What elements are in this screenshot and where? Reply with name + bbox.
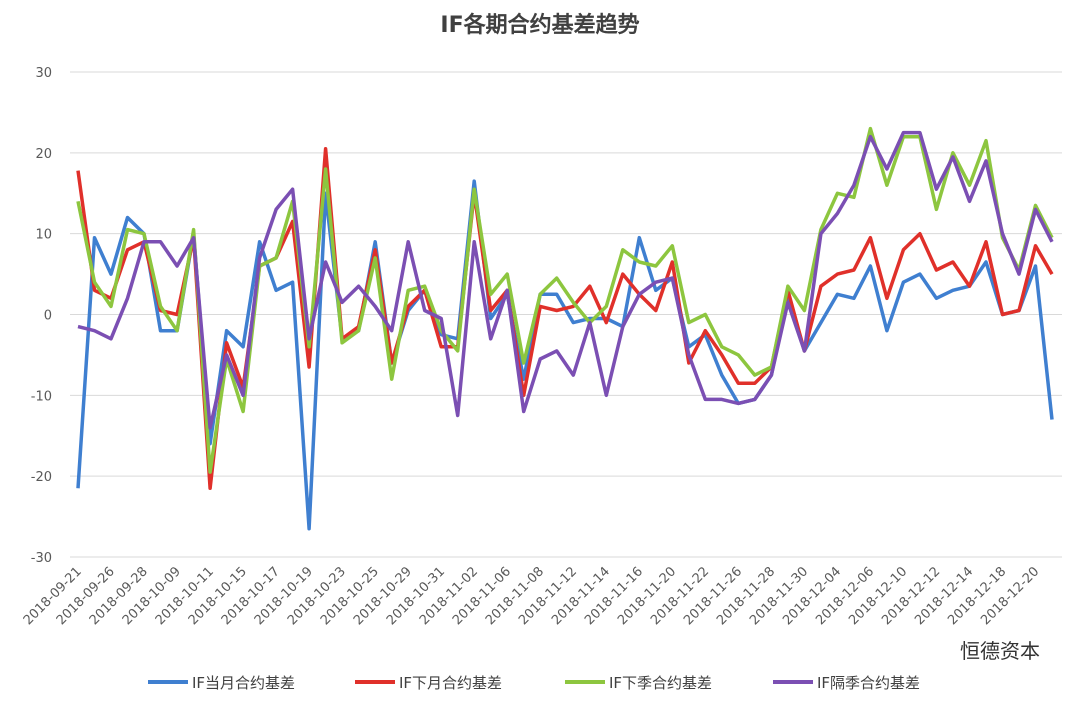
series-line — [76, 126, 1054, 474]
legend-label: IF下季合约基差 — [609, 674, 712, 692]
y-tick-label: 20 — [35, 147, 52, 162]
y-tick-label: 10 — [35, 228, 52, 243]
watermark: 恒德资本 — [960, 639, 1040, 663]
legend-label: IF隔季合约基差 — [817, 674, 920, 692]
legend-label: IF当月合约基差 — [192, 674, 295, 692]
series-line — [77, 130, 1054, 430]
y-tick-label: -20 — [31, 470, 52, 485]
legend: IF当月合约基差 IF下月合约基差 IF下季合约基差 IF隔季合约基差 — [148, 674, 920, 692]
y-tick-label: -30 — [31, 551, 52, 566]
y-tick-label: 0 — [44, 309, 52, 324]
chart-title: IF各期合约基差趋势 — [440, 12, 639, 38]
series-line — [76, 147, 1054, 491]
y-tick-label: 30 — [35, 66, 52, 81]
y-tick-label: -10 — [31, 389, 52, 404]
legend-label: IF下月合约基差 — [399, 674, 502, 692]
